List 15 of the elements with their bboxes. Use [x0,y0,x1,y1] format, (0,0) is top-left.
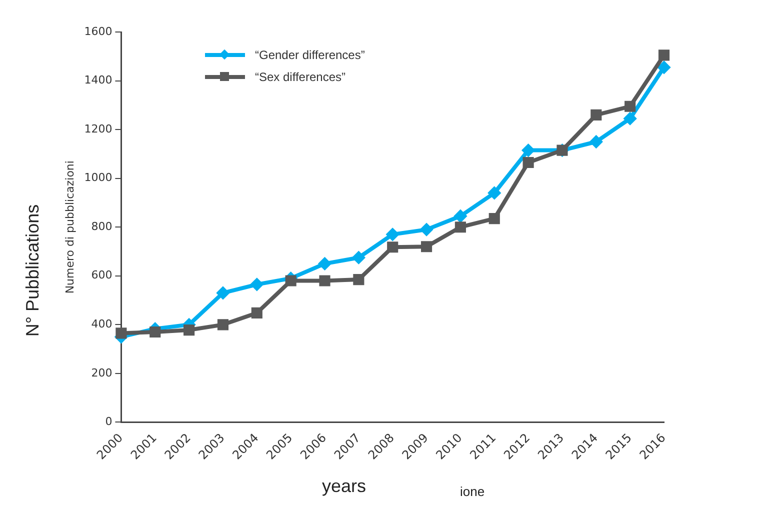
y-tick-label: 1600 [84,24,112,38]
y-axis-title: Numero di pubblicazioni [63,160,76,294]
y-tick-label: 400 [91,318,112,331]
y-tick-label: 1400 [84,74,112,87]
y-tick-label: 200 [91,366,112,380]
y-tick-label: 1000 [84,171,112,184]
y-tick-label: 800 [91,220,112,233]
y-tick-label: 1200 [84,122,112,136]
legend-label: “Gender differences” [255,48,365,62]
x-axis-title: years [322,476,366,497]
y-tick-label: 0 [105,415,112,428]
text: ione [460,484,485,499]
y-tick-label: 600 [91,268,112,282]
legend-label: “Sex differences” [255,70,346,84]
text: N° Pubblications [22,204,44,336]
